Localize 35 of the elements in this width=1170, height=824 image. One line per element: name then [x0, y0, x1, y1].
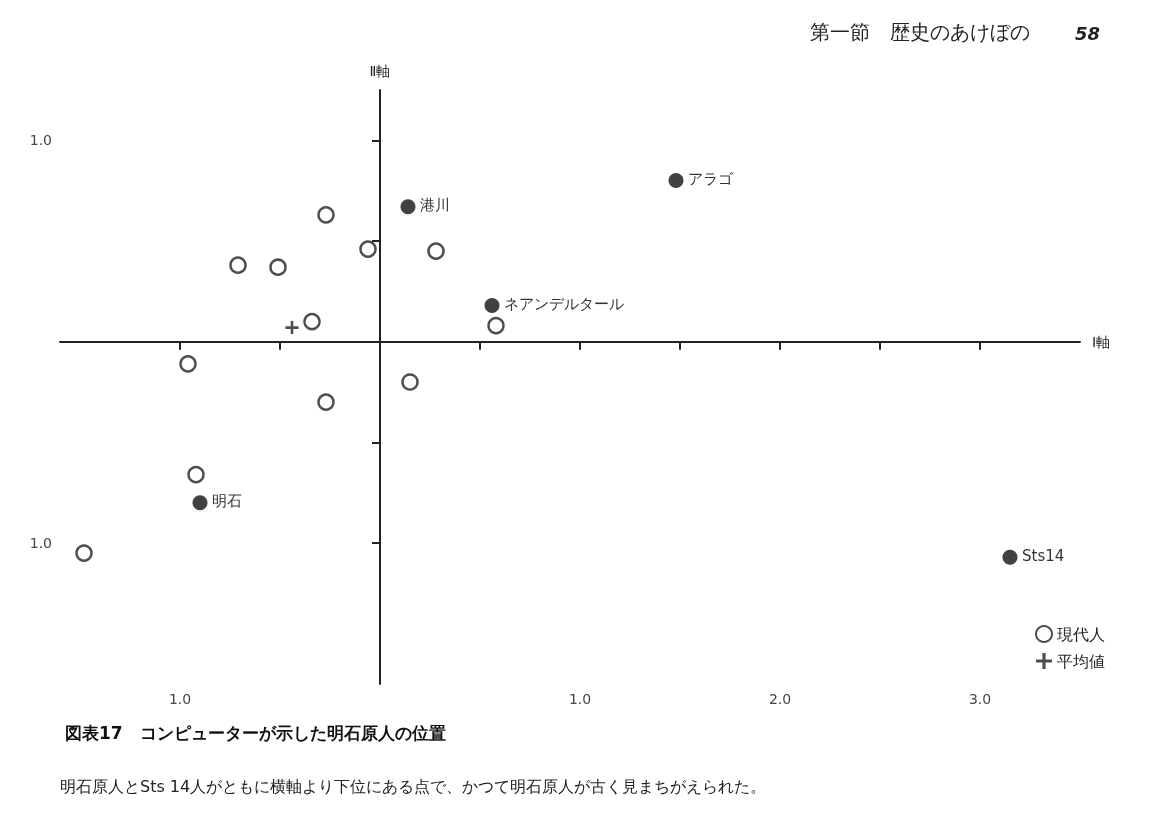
annotation: ネアンデルタール	[504, 294, 624, 313]
y-axis-title: Ⅱ軸	[369, 63, 391, 79]
point	[484, 297, 500, 313]
text: 図表17 コンピューターが示した明石原人の位置	[65, 722, 446, 743]
point	[317, 206, 335, 224]
point	[400, 199, 416, 215]
point	[285, 321, 299, 335]
x-axis-title: Ⅰ軸	[1092, 333, 1111, 350]
legend-label: 現代人	[1057, 624, 1105, 644]
point	[427, 242, 445, 260]
point	[359, 240, 377, 258]
text: 58	[1074, 22, 1101, 44]
annotation: 港川	[420, 196, 450, 215]
point	[187, 465, 205, 484]
x-tick-label: 3.0	[968, 691, 992, 707]
point	[303, 312, 321, 331]
x-tick-label: 2.0	[768, 691, 792, 707]
annotation: 明石	[212, 492, 242, 511]
text: 明石原人とSts 14人がともに横軸より下位にある点で、かつて明石原人が古く見まちがえられた。	[60, 776, 767, 796]
point	[401, 373, 419, 391]
point	[317, 393, 335, 411]
point	[179, 355, 197, 373]
text: 第一節 歴史のあけぼの	[810, 20, 1030, 44]
x-tick-label: 1.0	[568, 691, 592, 707]
x-tick-label: 1.0	[168, 691, 192, 707]
point	[668, 173, 684, 189]
annotation: Sts14	[1022, 546, 1065, 565]
point	[487, 316, 505, 335]
point	[75, 544, 93, 562]
point	[192, 495, 208, 511]
legend-label: 平均値	[1057, 651, 1105, 671]
annotation: アラゴ	[688, 170, 734, 189]
point	[1002, 549, 1018, 565]
point	[269, 258, 287, 276]
point	[229, 256, 247, 274]
